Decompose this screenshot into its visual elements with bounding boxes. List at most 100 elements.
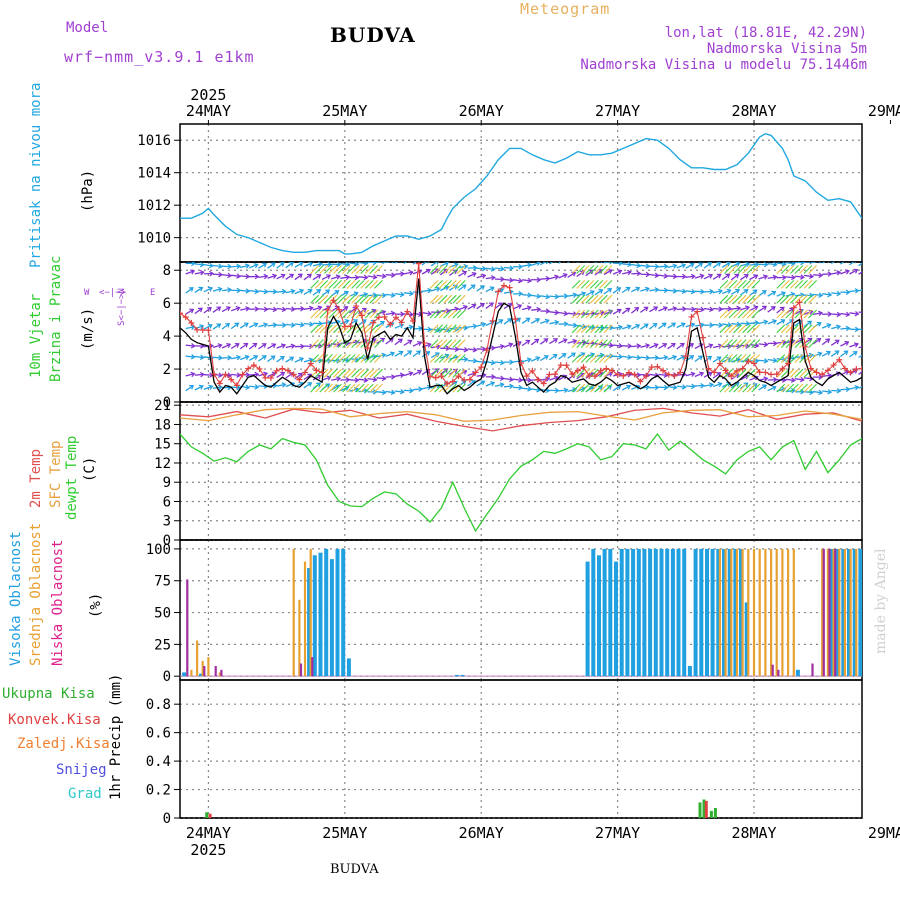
wind-arrow-strong bbox=[374, 368, 383, 378]
day-label-bottom: 24MAY bbox=[186, 824, 231, 842]
wind-arrow-strong bbox=[719, 354, 729, 363]
wind-arrow-strong bbox=[733, 354, 742, 363]
wind-arrow-head bbox=[345, 274, 351, 281]
wind-arrow-head bbox=[472, 358, 478, 364]
wind-arrow-strong bbox=[580, 368, 590, 378]
wind-arrow bbox=[458, 305, 468, 311]
cloud_mid-bar bbox=[309, 548, 312, 677]
wind-arrow-head bbox=[773, 340, 778, 347]
wind-arrow-head bbox=[425, 268, 431, 274]
wind-arrow bbox=[231, 274, 241, 278]
wind-arrow-head bbox=[618, 262, 624, 266]
wind-arrow bbox=[694, 274, 704, 279]
wind-arrow bbox=[494, 377, 504, 380]
wind-arrow-strong bbox=[585, 309, 595, 319]
wind-arrow-strong bbox=[355, 383, 365, 393]
wind-arrow-strong bbox=[346, 383, 356, 393]
wind-arrow-head bbox=[218, 355, 223, 361]
wind-arrow bbox=[631, 324, 640, 330]
wind-arrow bbox=[403, 262, 408, 265]
tick-label-pressure: 1010 bbox=[137, 231, 171, 247]
cloud_high-bar bbox=[727, 548, 732, 677]
wind-arrow bbox=[203, 272, 213, 275]
wind-arrow bbox=[203, 307, 212, 314]
gust-marker bbox=[847, 369, 854, 376]
wind-arrow bbox=[803, 391, 814, 394]
wind-arrow-head bbox=[754, 358, 760, 364]
wind-arrow bbox=[430, 262, 438, 267]
wind-arrow-strong bbox=[719, 280, 729, 289]
wind-arrow-head bbox=[699, 273, 705, 279]
wind-arrow-head bbox=[863, 384, 867, 388]
wind-arrow-strong bbox=[374, 265, 383, 274]
wind-arrow-head bbox=[707, 262, 713, 267]
precip-hail-label: Grad bbox=[68, 786, 102, 802]
wind-arrow-head bbox=[436, 262, 439, 265]
wind-arrow-strong bbox=[580, 339, 590, 348]
wind-arrow-head bbox=[418, 386, 424, 392]
wind-arrow-head bbox=[299, 288, 305, 294]
wind-arrow-head bbox=[407, 350, 413, 356]
wind-arrow-strong bbox=[333, 339, 342, 348]
wind-arrow-strong bbox=[733, 368, 742, 378]
wind-arrow-head bbox=[381, 375, 387, 382]
wind-arrow-head bbox=[236, 273, 242, 279]
wind-arrow-head bbox=[618, 324, 623, 331]
wind-arrow-head bbox=[626, 384, 632, 390]
wind-arrow-head bbox=[645, 343, 651, 349]
wind-arrow-strong bbox=[374, 324, 383, 334]
wind-arrow-head bbox=[280, 273, 286, 279]
wind-arrow bbox=[285, 356, 294, 363]
wind-arrow bbox=[394, 351, 403, 357]
gust-marker bbox=[398, 319, 405, 326]
wind-arrow-head bbox=[563, 387, 569, 393]
cloud_high-bar bbox=[636, 548, 641, 677]
wind-arrow-head bbox=[236, 354, 242, 361]
wind-arrow-strong bbox=[724, 309, 733, 319]
wind-arrow-head bbox=[745, 262, 751, 267]
cloud_mid-bar bbox=[747, 548, 750, 677]
wind-arrow-strong bbox=[310, 294, 320, 304]
tick-label-temperature: 21 bbox=[154, 398, 171, 414]
gust-marker bbox=[557, 362, 564, 369]
wind-arrow-strong bbox=[452, 354, 462, 363]
wind-arrow bbox=[340, 262, 350, 266]
wind-arrow bbox=[267, 343, 276, 350]
wind-arrow-head bbox=[563, 310, 569, 317]
wind-arrow-head bbox=[417, 369, 423, 375]
wind-arrow bbox=[367, 294, 377, 297]
wind-arrow-head bbox=[845, 386, 851, 393]
cloud_high-bar bbox=[329, 559, 334, 677]
wind-arrow bbox=[512, 378, 523, 382]
wind-arrow bbox=[758, 359, 768, 362]
wind-arrow bbox=[631, 287, 640, 293]
wind-arrow bbox=[613, 355, 623, 358]
wind-arrow-strong bbox=[333, 368, 342, 378]
wind-arrow-head bbox=[827, 372, 833, 379]
wind-arrow bbox=[821, 262, 826, 264]
wind-arrow bbox=[321, 289, 330, 297]
wind-arrow bbox=[649, 306, 658, 313]
wind-arrow bbox=[267, 262, 276, 269]
wind-arrow bbox=[849, 312, 859, 315]
wind-arrow bbox=[685, 275, 695, 278]
wind-arrow-head bbox=[426, 342, 432, 348]
wind-arrow-strong bbox=[794, 294, 804, 304]
wind-arrow-head bbox=[190, 343, 196, 349]
wind-arrow-head bbox=[700, 288, 705, 295]
wind-arrow bbox=[703, 344, 713, 349]
wind-arrow-strong bbox=[319, 294, 329, 304]
wind-arrow-head bbox=[427, 326, 433, 333]
wind-arrow bbox=[203, 287, 213, 293]
wind-arrow-head bbox=[626, 324, 632, 330]
wind-arrow-head bbox=[817, 351, 823, 357]
wind-arrow-head bbox=[535, 262, 541, 267]
wind-arrow bbox=[549, 353, 558, 361]
wind-arrow-head bbox=[280, 343, 286, 349]
wind-arrow-head bbox=[363, 377, 369, 383]
wind-arrow-head bbox=[535, 356, 541, 362]
wind-arrow bbox=[412, 312, 422, 316]
wind-arrow bbox=[294, 323, 304, 326]
wind-arrow bbox=[367, 275, 377, 279]
wind-arrow bbox=[576, 292, 586, 297]
